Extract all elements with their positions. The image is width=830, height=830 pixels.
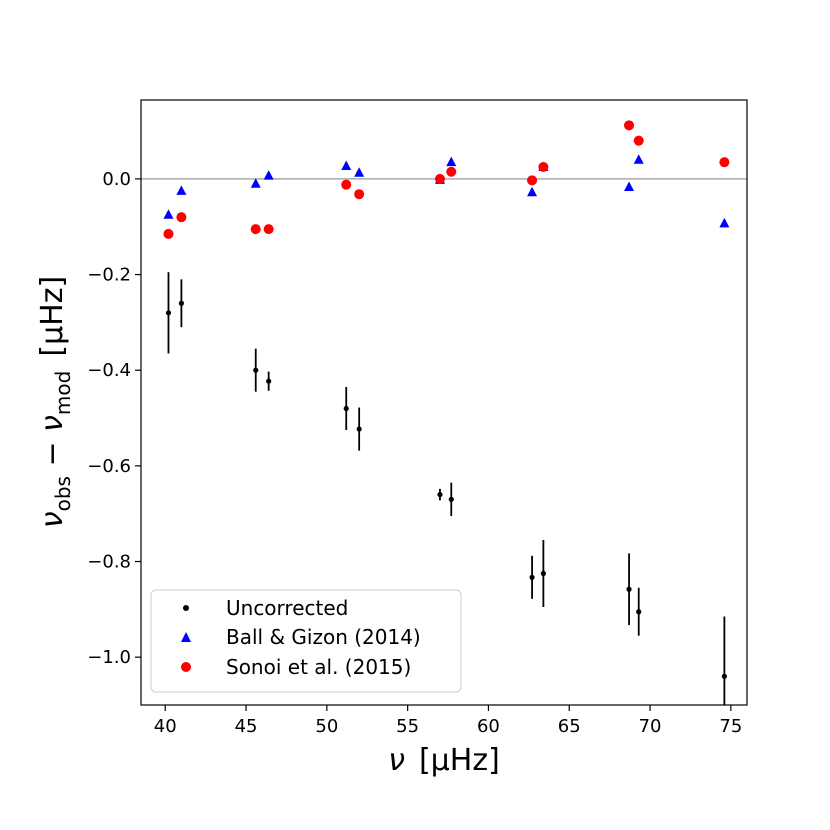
ball-gizon-point <box>446 156 457 167</box>
sonoi-point <box>263 224 274 235</box>
uncorrected-point <box>721 673 727 679</box>
y-axis-ticks: −1.0 −0.8 −0.6 −0.4 −0.2 0.0 <box>87 169 141 668</box>
y-axis-symbol-1: ν <box>35 511 70 528</box>
y-axis-minus: − <box>35 432 70 476</box>
x-tick-label: 65 <box>558 716 581 737</box>
y-axis-subscript-obs: obs <box>51 476 75 511</box>
uncorrected-point <box>343 405 349 412</box>
sonoi-point <box>354 189 365 200</box>
x-tick-label: 40 <box>154 716 177 737</box>
y-tick-label: −1.0 <box>87 647 131 668</box>
ball-gizon-point <box>341 160 352 170</box>
legend: Uncorrected Ball & Gizon (2014) Sonoi et… <box>150 589 462 693</box>
ball-gizon-point <box>263 170 274 180</box>
sonoi-point <box>527 175 538 186</box>
y-tick-label: 0.0 <box>102 169 131 190</box>
y-tick-label: −0.2 <box>87 265 131 286</box>
ball-gizon-point <box>250 178 261 188</box>
uncorrected-point <box>437 491 443 498</box>
uncorrected-point <box>626 586 632 592</box>
sonoi-point <box>624 120 635 131</box>
uncorrected-point <box>636 609 642 615</box>
uncorrected-point <box>356 426 362 432</box>
x-tick-label: 60 <box>477 716 500 737</box>
legend-label-sonoi: Sonoi et al. (2015) <box>226 655 411 679</box>
y-tick-label: −0.4 <box>87 360 131 381</box>
uncorrected-point <box>448 496 454 502</box>
x-axis-symbol: ν <box>388 743 405 778</box>
uncorrected-point <box>165 310 172 316</box>
uncorrected-point <box>266 378 272 384</box>
y-axis-title: νobs − νmod[μHz] <box>35 276 75 528</box>
x-axis-title: ν [μHz] <box>388 743 500 778</box>
uncorrected-point <box>529 574 535 580</box>
legend-label-ball-gizon: Ball & Gizon (2014) <box>226 625 421 649</box>
x-tick-label: 70 <box>639 716 662 737</box>
x-tick-label: 45 <box>235 716 258 737</box>
uncorrected-point <box>540 570 546 577</box>
ball-gizon-point <box>176 185 187 195</box>
legend-label-uncorrected: Uncorrected <box>226 596 348 620</box>
sonoi-point <box>176 212 187 223</box>
legend-box <box>150 589 462 693</box>
sonoi-point <box>719 157 730 168</box>
sonoi-point <box>538 161 549 172</box>
ball-gizon-point <box>527 186 538 197</box>
ball-gizon-point <box>163 209 174 219</box>
y-axis-subscript-mod: mod <box>51 371 75 415</box>
ball-gizon-point <box>354 167 365 177</box>
x-axis-unit: [μHz] <box>419 743 500 778</box>
x-tick-label: 55 <box>396 716 419 737</box>
ball-gizon-point <box>633 154 644 164</box>
uncorrected-point <box>253 367 259 373</box>
sonoi-point <box>341 179 352 190</box>
x-axis-ticks: 40 45 50 55 60 65 70 75 <box>154 705 742 737</box>
uncorrected-point <box>178 300 184 306</box>
sonoi-point <box>250 224 261 235</box>
ball-gizon-point <box>719 217 730 228</box>
ball-gizon-point <box>624 181 635 192</box>
plot-frame <box>140 99 748 706</box>
sonoi-point <box>633 135 644 146</box>
sonoi-point <box>446 166 457 177</box>
sonoi-point <box>434 173 445 184</box>
x-tick-label: 50 <box>315 716 338 737</box>
y-axis-unit: [μHz] <box>35 276 70 357</box>
x-tick-label: 75 <box>719 716 742 737</box>
y-tick-label: −0.8 <box>87 552 131 573</box>
legend-marker-uncorrected <box>183 605 189 611</box>
legend-marker-sonoi <box>181 662 191 672</box>
sonoi-point <box>163 228 174 239</box>
data-marks-layer <box>163 120 730 705</box>
y-tick-label: −0.6 <box>87 456 131 477</box>
legend-marker-ball-gizon <box>181 632 191 642</box>
y-axis-symbol-2: ν <box>35 415 70 432</box>
